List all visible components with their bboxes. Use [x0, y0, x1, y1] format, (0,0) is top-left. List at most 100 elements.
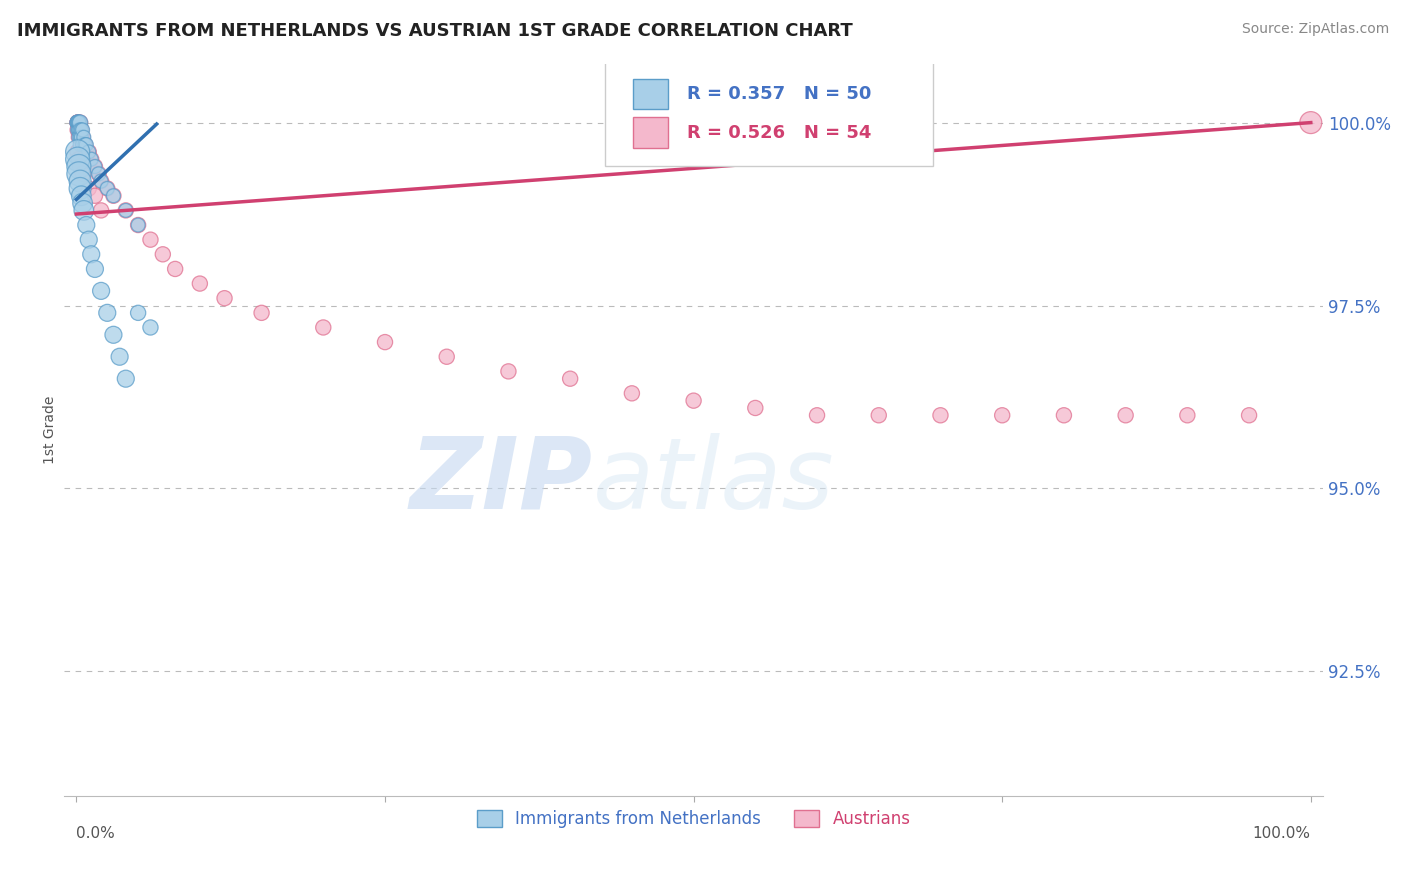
- FancyBboxPatch shape: [606, 61, 932, 167]
- Point: [127, 306, 149, 320]
- Point: [80, 247, 103, 261]
- Point: [72, 123, 94, 137]
- Point: [66, 145, 89, 159]
- Point: [70, 123, 93, 137]
- Point: [90, 174, 112, 188]
- Point: [70, 123, 93, 137]
- Bar: [633, 118, 668, 148]
- Point: [991, 409, 1014, 423]
- Y-axis label: 1st Grade: 1st Grade: [44, 396, 58, 464]
- Text: R = 0.526   N = 54: R = 0.526 N = 54: [688, 124, 872, 142]
- Point: [1053, 409, 1076, 423]
- Point: [682, 393, 704, 408]
- Point: [90, 174, 112, 188]
- Point: [77, 181, 100, 195]
- Point: [73, 137, 96, 152]
- Point: [66, 123, 89, 137]
- Point: [67, 115, 90, 129]
- Point: [72, 196, 94, 211]
- Point: [72, 167, 94, 181]
- Point: [80, 152, 103, 166]
- Point: [67, 115, 90, 129]
- Point: [165, 261, 187, 276]
- Point: [69, 174, 91, 188]
- Point: [188, 277, 211, 291]
- Point: [312, 320, 335, 334]
- Point: [214, 291, 236, 305]
- Point: [77, 233, 100, 247]
- Point: [868, 409, 890, 423]
- Point: [1175, 409, 1198, 423]
- Legend: Immigrants from Netherlands, Austrians: Immigrants from Netherlands, Austrians: [470, 804, 917, 835]
- Point: [66, 115, 89, 129]
- Point: [744, 401, 766, 415]
- Point: [66, 123, 89, 137]
- Point: [806, 409, 828, 423]
- Point: [69, 115, 91, 129]
- Point: [70, 188, 93, 202]
- Point: [72, 137, 94, 152]
- Point: [87, 167, 110, 181]
- Text: atlas: atlas: [593, 433, 835, 530]
- Point: [67, 123, 90, 137]
- Point: [620, 386, 643, 401]
- Point: [114, 203, 136, 218]
- Text: 100.0%: 100.0%: [1253, 826, 1310, 841]
- Point: [70, 130, 93, 145]
- Point: [69, 123, 91, 137]
- Point: [69, 130, 91, 145]
- Point: [72, 130, 94, 145]
- Point: [152, 247, 174, 261]
- Point: [108, 350, 131, 364]
- Point: [73, 130, 96, 145]
- Point: [73, 137, 96, 152]
- Point: [90, 203, 112, 218]
- Point: [139, 233, 162, 247]
- Point: [67, 115, 90, 129]
- Point: [560, 372, 582, 386]
- Point: [374, 335, 396, 350]
- Point: [69, 137, 91, 152]
- Point: [103, 327, 125, 342]
- Point: [87, 167, 110, 181]
- Point: [436, 350, 458, 364]
- Text: Source: ZipAtlas.com: Source: ZipAtlas.com: [1241, 22, 1389, 37]
- Point: [73, 137, 96, 152]
- Point: [1115, 409, 1137, 423]
- Point: [67, 123, 90, 137]
- Point: [66, 115, 89, 129]
- Point: [90, 284, 112, 298]
- Text: R = 0.357   N = 50: R = 0.357 N = 50: [688, 85, 872, 103]
- Point: [103, 188, 125, 202]
- Point: [67, 123, 90, 137]
- Point: [67, 130, 90, 145]
- Point: [67, 130, 90, 145]
- Point: [69, 181, 91, 195]
- Point: [84, 188, 107, 202]
- Point: [66, 115, 89, 129]
- Text: IMMIGRANTS FROM NETHERLANDS VS AUSTRIAN 1ST GRADE CORRELATION CHART: IMMIGRANTS FROM NETHERLANDS VS AUSTRIAN …: [17, 22, 852, 40]
- Text: ZIP: ZIP: [411, 433, 593, 530]
- Point: [929, 409, 952, 423]
- Point: [96, 306, 118, 320]
- Text: 0.0%: 0.0%: [76, 826, 115, 841]
- Point: [103, 188, 125, 202]
- Point: [84, 160, 107, 174]
- Point: [96, 181, 118, 195]
- Point: [67, 160, 90, 174]
- Point: [127, 218, 149, 232]
- Point: [66, 115, 89, 129]
- Point: [80, 152, 103, 166]
- Point: [75, 218, 97, 232]
- Point: [69, 160, 91, 174]
- Point: [70, 130, 93, 145]
- Point: [69, 115, 91, 129]
- Point: [66, 115, 89, 129]
- Point: [75, 145, 97, 159]
- Point: [67, 167, 90, 181]
- Point: [84, 160, 107, 174]
- Point: [66, 152, 89, 166]
- Point: [66, 115, 89, 129]
- Point: [114, 372, 136, 386]
- Point: [69, 123, 91, 137]
